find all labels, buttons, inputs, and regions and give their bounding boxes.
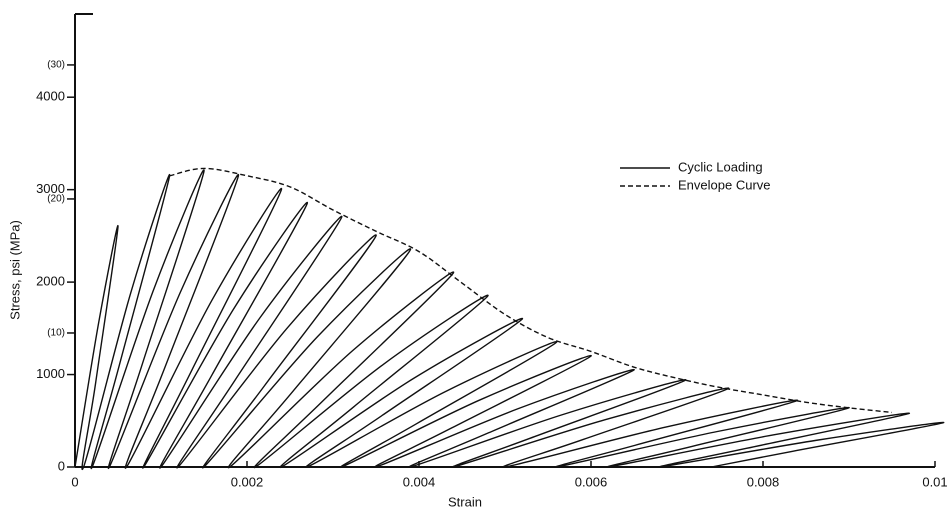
x-tick-label: 0.006 [575, 474, 608, 489]
x-tick-label: 0.01 [922, 474, 947, 489]
legend-label: Cyclic Loading [678, 159, 763, 174]
series-line [74, 169, 945, 471]
y-axis-label: Stress, psi (MPa) [7, 220, 22, 320]
y-tick-label: 4000 [36, 89, 65, 104]
y-tick-label: 3000 [36, 181, 65, 196]
y-tick-label: 0 [58, 458, 65, 473]
x-axis-label: Strain [448, 494, 482, 509]
x-tick-label: 0.004 [403, 474, 436, 489]
y2-tick-label: (20) [47, 194, 65, 205]
y2-tick-label: (10) [47, 328, 65, 339]
legend-label: Envelope Curve [678, 177, 771, 192]
series-line [169, 167, 893, 414]
y-tick-label: 1000 [36, 366, 65, 381]
y2-tick-label: (30) [47, 60, 65, 71]
y-tick-label: 2000 [36, 274, 65, 289]
x-tick-label: 0.002 [231, 474, 264, 489]
x-tick-label: 0 [71, 474, 78, 489]
x-tick-label: 0.008 [747, 474, 780, 489]
